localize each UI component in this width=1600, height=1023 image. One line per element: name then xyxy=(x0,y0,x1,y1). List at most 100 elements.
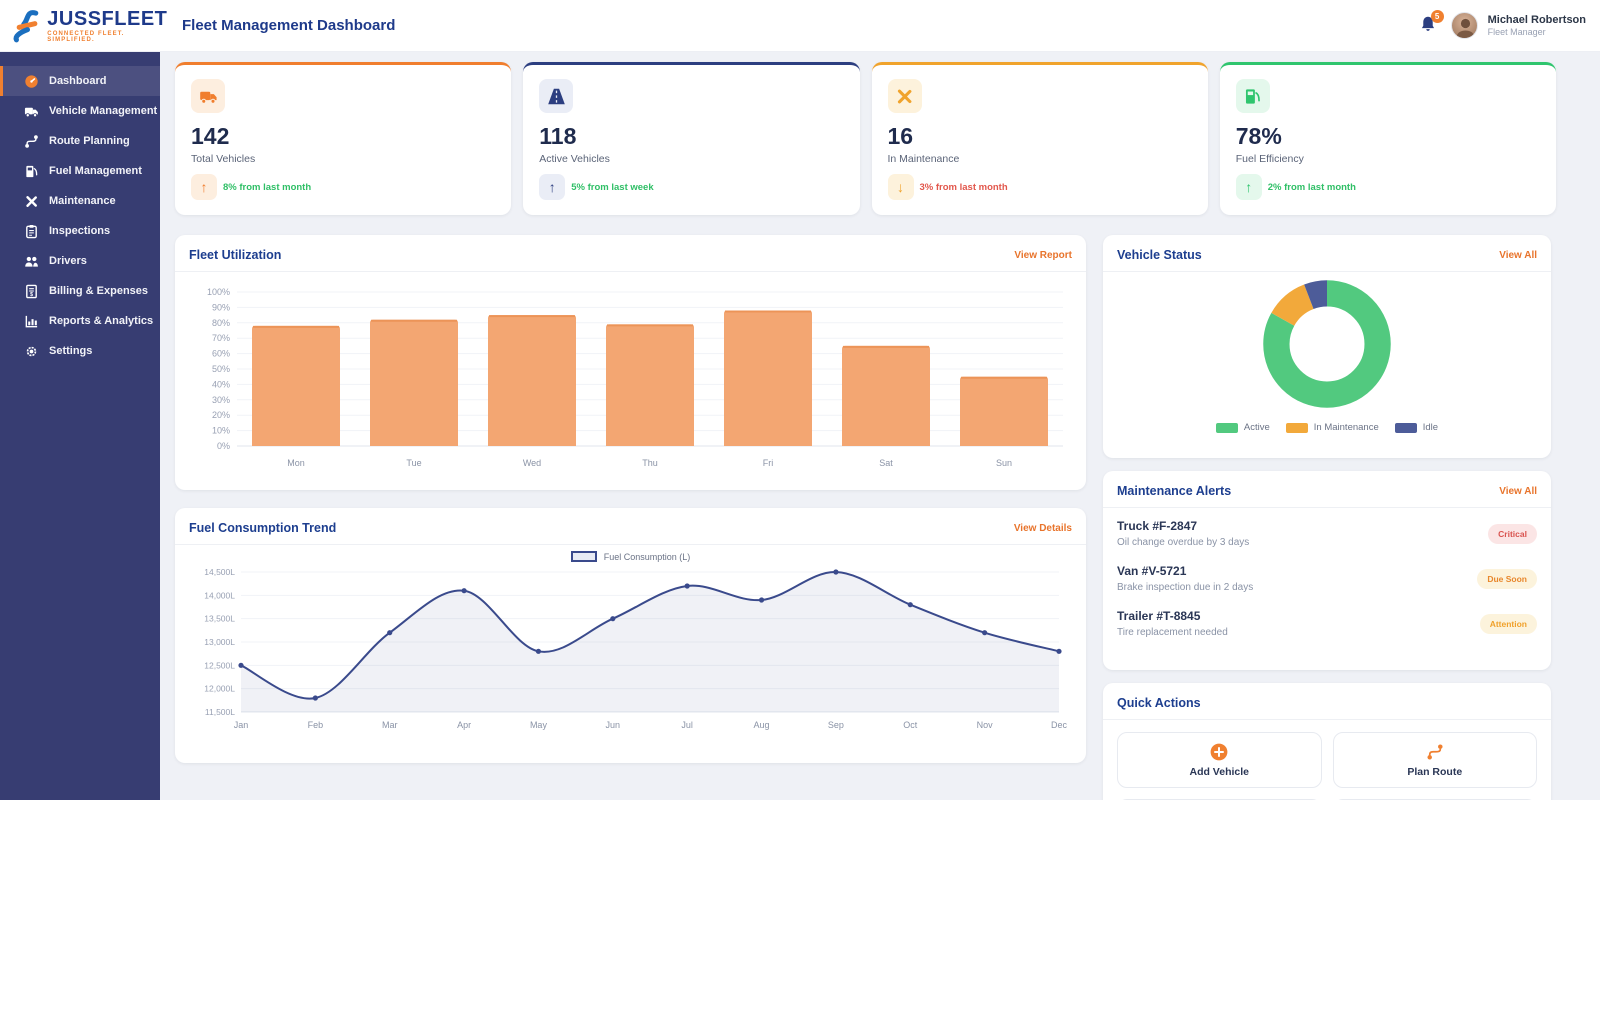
people-icon xyxy=(25,256,38,267)
sidebar-item-reports-analytics[interactable]: Reports & Analytics xyxy=(0,306,160,336)
view-all-link[interactable]: View All xyxy=(1499,249,1537,261)
svg-text:Aug: Aug xyxy=(754,720,770,730)
route-icon xyxy=(1427,743,1443,760)
user-role: Fleet Manager xyxy=(1487,27,1546,37)
invoice-icon: $ xyxy=(26,284,37,298)
svg-text:13,500L: 13,500L xyxy=(204,614,235,624)
sidebar-item-billing-expenses[interactable]: $ Billing & Expenses xyxy=(0,276,160,306)
avatar[interactable] xyxy=(1450,12,1478,39)
alert-issue: Brake inspection due in 2 days xyxy=(1117,582,1254,593)
svg-text:Mar: Mar xyxy=(382,720,398,730)
sidebar-item-fuel-management[interactable]: Fuel Management xyxy=(0,156,160,186)
plus-circle-icon xyxy=(1210,743,1228,760)
legend-swatch xyxy=(1215,422,1238,433)
quick-action-label: Add Vehicle xyxy=(1189,765,1250,778)
alert-row[interactable]: Truck #F-2847 Oil change overdue by 3 da… xyxy=(1117,511,1537,556)
sidebar-item-dashboard[interactable]: Dashboard xyxy=(0,66,160,96)
avatar-person-icon xyxy=(1455,18,1475,38)
trend-text: 3% from last month xyxy=(919,181,1008,193)
stat-card-in-maintenance: 16 In Maintenance ↓ 3% from last month xyxy=(871,62,1208,215)
svg-text:80%: 80% xyxy=(212,318,230,328)
fleet-dashboard-app: JUSSFLEET CONNECTED FLEET. SIMPLIFIED. F… xyxy=(0,0,1600,800)
view-report-link[interactable]: View Report xyxy=(1014,249,1072,261)
gear-icon xyxy=(26,345,37,357)
stat-label: In Maintenance xyxy=(887,153,960,165)
view-all-link[interactable]: View All xyxy=(1499,485,1537,497)
sidebar-item-vehicle-management[interactable]: Vehicle Management xyxy=(0,96,160,126)
sidebar-item-inspections[interactable]: Inspections xyxy=(0,216,160,246)
svg-text:14,000L: 14,000L xyxy=(204,590,235,600)
svg-text:Tue: Tue xyxy=(406,458,421,468)
trend-down-icon: ↓ xyxy=(887,174,914,200)
svg-text:$: $ xyxy=(30,292,33,298)
card-title: Vehicle Status xyxy=(1117,248,1202,262)
legend-label: Fuel Consumption (L) xyxy=(603,551,691,562)
svg-text:0%: 0% xyxy=(217,441,230,451)
speedometer-icon xyxy=(25,74,38,88)
view-details-link[interactable]: View Details xyxy=(1013,522,1072,534)
svg-text:12,500L: 12,500L xyxy=(204,660,235,670)
sidebar-item-drivers[interactable]: Drivers xyxy=(0,246,160,276)
alert-row[interactable]: Van #V-5721 Brake inspection due in 2 da… xyxy=(1117,556,1537,601)
alert-vehicle: Truck #F-2847 xyxy=(1117,519,1198,533)
svg-text:40%: 40% xyxy=(212,379,230,389)
svg-text:Oct: Oct xyxy=(903,720,918,730)
quick-action-button[interactable] xyxy=(1332,799,1537,800)
route-icon xyxy=(25,134,38,148)
fuel-trend-legend[interactable]: Fuel Consumption (L) xyxy=(175,551,1086,562)
sidebar: Dashboard Vehicle Management Route Plann… xyxy=(0,52,160,800)
svg-text:Sat: Sat xyxy=(879,458,893,468)
stat-label: Total Vehicles xyxy=(191,153,256,165)
legend-item[interactable]: Idle xyxy=(1394,422,1439,433)
brand-tagline: CONNECTED FLEET. SIMPLIFIED. xyxy=(47,30,125,43)
trend-text: 5% from last week xyxy=(571,181,654,193)
trend-up-icon: ↑ xyxy=(191,174,217,200)
svg-text:90%: 90% xyxy=(212,302,230,312)
sidebar-item-route-planning[interactable]: Route Planning xyxy=(0,126,160,156)
svg-text:Feb: Feb xyxy=(308,720,324,730)
sidebar-item-maintenance[interactable]: Maintenance xyxy=(0,186,160,216)
alert-row[interactable]: Trailer #T-8845 Tire replacement needed … xyxy=(1117,601,1537,646)
svg-text:20%: 20% xyxy=(212,410,230,420)
alert-issue: Oil change overdue by 3 days xyxy=(1117,537,1250,548)
stat-card-fuel-efficiency: 78% Fuel Efficiency ↑ 2% from last month xyxy=(1219,62,1556,215)
user-name[interactable]: Michael Robertson xyxy=(1487,14,1586,26)
notifications-bell-button[interactable]: 5 xyxy=(1419,9,1444,38)
stat-label: Active Vehicles xyxy=(539,153,610,165)
stat-card-total-vehicles: 142 Total Vehicles ↑ 8% from last month xyxy=(175,62,512,215)
plan-route-button[interactable]: Plan Route xyxy=(1332,732,1537,788)
severity-badge: Due Soon xyxy=(1477,568,1537,589)
trend-text: 2% from last month xyxy=(1267,181,1356,193)
truck-icon xyxy=(24,107,38,117)
card-title: Maintenance Alerts xyxy=(1117,484,1232,498)
severity-badge: Critical xyxy=(1488,523,1537,544)
topbar: JUSSFLEET CONNECTED FLEET. SIMPLIFIED. F… xyxy=(0,0,1600,52)
svg-text:11,500L: 11,500L xyxy=(205,707,235,717)
main-content: 142 Total Vehicles ↑ 8% from last month … xyxy=(160,52,1600,800)
legend-item[interactable]: Active xyxy=(1215,422,1270,433)
trend-up-icon: ↑ xyxy=(1235,174,1262,200)
severity-badge: Attention xyxy=(1479,613,1537,634)
legend-label: Idle xyxy=(1422,422,1439,433)
svg-text:Thu: Thu xyxy=(642,458,658,468)
card-title: Fuel Consumption Trend xyxy=(189,521,337,535)
fleet-utilization-card: Fleet Utilization View Report 0% 10% 20% 30… xyxy=(175,235,1086,490)
stat-value: 78% xyxy=(1235,123,1282,149)
quick-action-label: Plan Route xyxy=(1407,765,1463,778)
svg-text:Sep: Sep xyxy=(828,720,844,730)
svg-text:Jun: Jun xyxy=(606,720,621,730)
legend-swatch xyxy=(1394,422,1417,433)
legend-item[interactable]: In Maintenance xyxy=(1285,422,1379,433)
sidebar-item-settings[interactable]: Settings xyxy=(0,336,160,366)
svg-text:60%: 60% xyxy=(212,349,230,359)
fuel-pump-icon xyxy=(1235,79,1270,113)
stat-label: Fuel Efficiency xyxy=(1235,153,1304,165)
card-title: Quick Actions xyxy=(1117,696,1201,710)
quick-action-button[interactable] xyxy=(1117,799,1322,800)
truck-icon xyxy=(191,79,225,113)
add-vehicle-button[interactable]: Add Vehicle xyxy=(1117,732,1322,788)
svg-text:30%: 30% xyxy=(212,395,230,405)
svg-text:14,500L: 14,500L xyxy=(204,567,235,577)
tools-icon xyxy=(887,79,922,113)
svg-text:13,000L: 13,000L xyxy=(204,637,235,647)
